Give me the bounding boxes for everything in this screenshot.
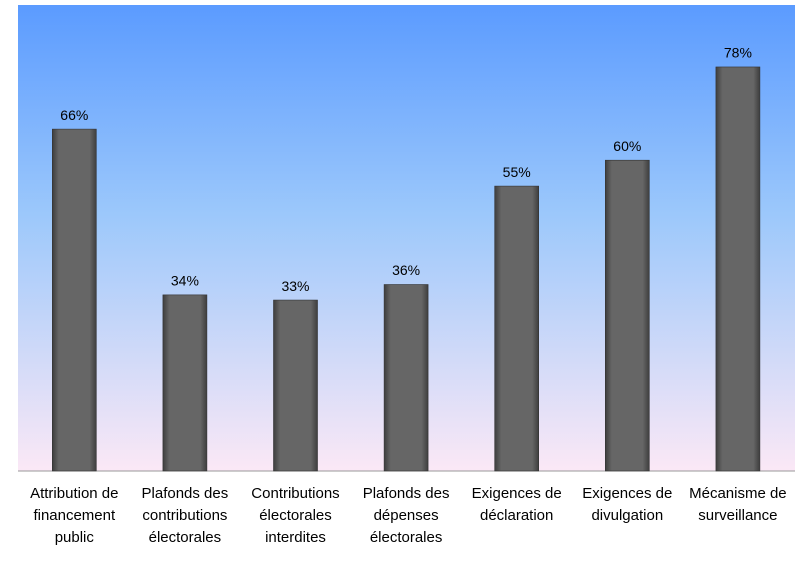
bar xyxy=(604,159,650,472)
bar xyxy=(162,294,208,472)
x-tick-label: Plafonds des contributions électorales xyxy=(141,485,229,546)
bar xyxy=(383,284,429,472)
x-tick-label: Contributions électorales interdites xyxy=(251,485,340,546)
x-tick-label: Exigences de divulgation xyxy=(582,485,673,524)
value-label: 34% xyxy=(171,273,199,289)
x-tick-label: Attribution de financement public xyxy=(30,485,119,546)
value-label: 55% xyxy=(503,164,531,180)
value-label: 78% xyxy=(724,45,752,61)
bar xyxy=(51,128,97,472)
value-label: 33% xyxy=(281,278,309,294)
bar xyxy=(494,185,540,472)
x-tick-label: Mécanisme de surveillance xyxy=(689,485,787,524)
value-label: 66% xyxy=(60,107,88,123)
value-label: 36% xyxy=(392,262,420,278)
x-tick-label: Exigences de déclaration xyxy=(471,485,562,524)
bar xyxy=(715,66,761,472)
bar xyxy=(273,299,318,472)
x-tick-label: Plafonds des dépenses électorales xyxy=(362,485,450,546)
value-label: 60% xyxy=(613,138,641,154)
